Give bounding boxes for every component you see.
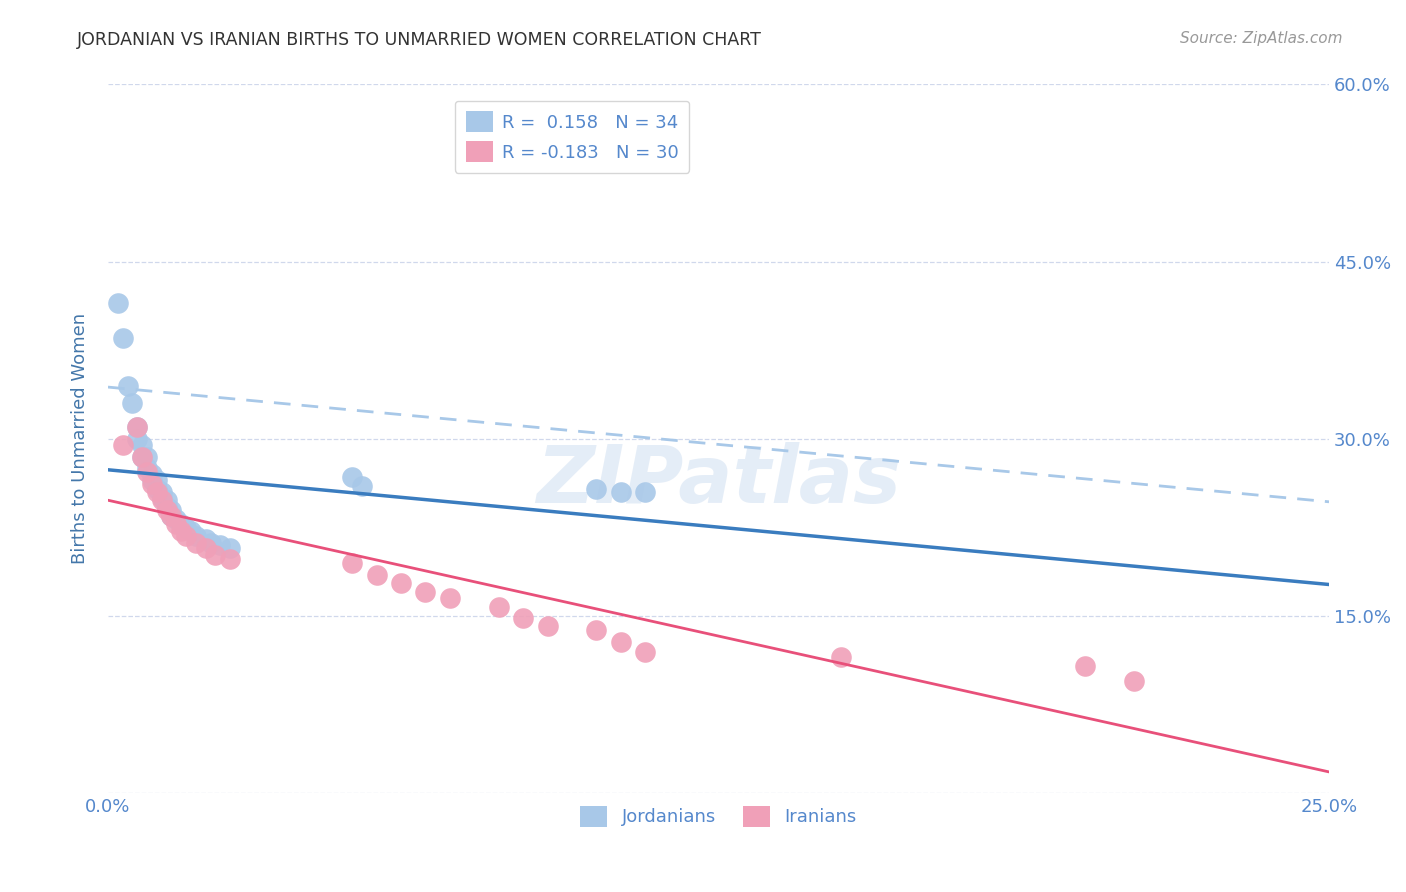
Point	[585, 624, 607, 638]
Point	[488, 599, 510, 614]
Point	[219, 552, 242, 566]
Text: Source: ZipAtlas.com: Source: ZipAtlas.com	[1180, 31, 1343, 46]
Point	[146, 473, 169, 487]
Y-axis label: Births to Unmarried Women: Births to Unmarried Women	[72, 313, 89, 565]
Point	[389, 576, 412, 591]
Point	[610, 635, 633, 649]
Point	[141, 467, 163, 482]
Point	[209, 538, 232, 552]
Point	[136, 450, 159, 464]
Point	[174, 520, 197, 534]
Point	[184, 529, 207, 543]
Point	[174, 529, 197, 543]
Point	[141, 473, 163, 487]
Point	[585, 482, 607, 496]
Point	[111, 438, 134, 452]
Point	[155, 500, 177, 515]
Point	[111, 331, 134, 345]
Point	[155, 503, 177, 517]
Point	[127, 420, 149, 434]
Point	[180, 524, 202, 538]
Point	[415, 585, 437, 599]
Point	[194, 533, 217, 547]
Point	[160, 503, 183, 517]
Point	[512, 611, 534, 625]
Point	[160, 508, 183, 523]
Point	[366, 567, 388, 582]
Legend: Jordanians, Iranians: Jordanians, Iranians	[574, 798, 865, 834]
Point	[127, 432, 149, 446]
Point	[170, 516, 193, 531]
Point	[141, 476, 163, 491]
Point	[107, 296, 129, 310]
Point	[160, 508, 183, 523]
Point	[150, 485, 173, 500]
Point	[127, 420, 149, 434]
Point	[184, 536, 207, 550]
Point	[204, 548, 226, 562]
Point	[340, 469, 363, 483]
Point	[117, 378, 139, 392]
Point	[150, 491, 173, 505]
Point	[146, 485, 169, 500]
Point	[439, 591, 461, 606]
Point	[155, 493, 177, 508]
Text: ZIPatlas: ZIPatlas	[536, 442, 901, 520]
Point	[131, 450, 153, 464]
Point	[150, 493, 173, 508]
Point	[200, 536, 222, 550]
Point	[1122, 674, 1144, 689]
Point	[350, 479, 373, 493]
Text: JORDANIAN VS IRANIAN BIRTHS TO UNMARRIED WOMEN CORRELATION CHART: JORDANIAN VS IRANIAN BIRTHS TO UNMARRIED…	[77, 31, 762, 49]
Point	[121, 396, 143, 410]
Point	[165, 516, 187, 531]
Point	[830, 650, 852, 665]
Point	[131, 438, 153, 452]
Point	[194, 541, 217, 555]
Point	[219, 541, 242, 555]
Point	[340, 556, 363, 570]
Point	[610, 485, 633, 500]
Point	[170, 524, 193, 538]
Point	[165, 512, 187, 526]
Point	[634, 644, 657, 658]
Point	[536, 618, 558, 632]
Point	[1074, 658, 1097, 673]
Point	[136, 461, 159, 475]
Point	[136, 465, 159, 479]
Point	[634, 485, 657, 500]
Point	[131, 450, 153, 464]
Point	[146, 482, 169, 496]
